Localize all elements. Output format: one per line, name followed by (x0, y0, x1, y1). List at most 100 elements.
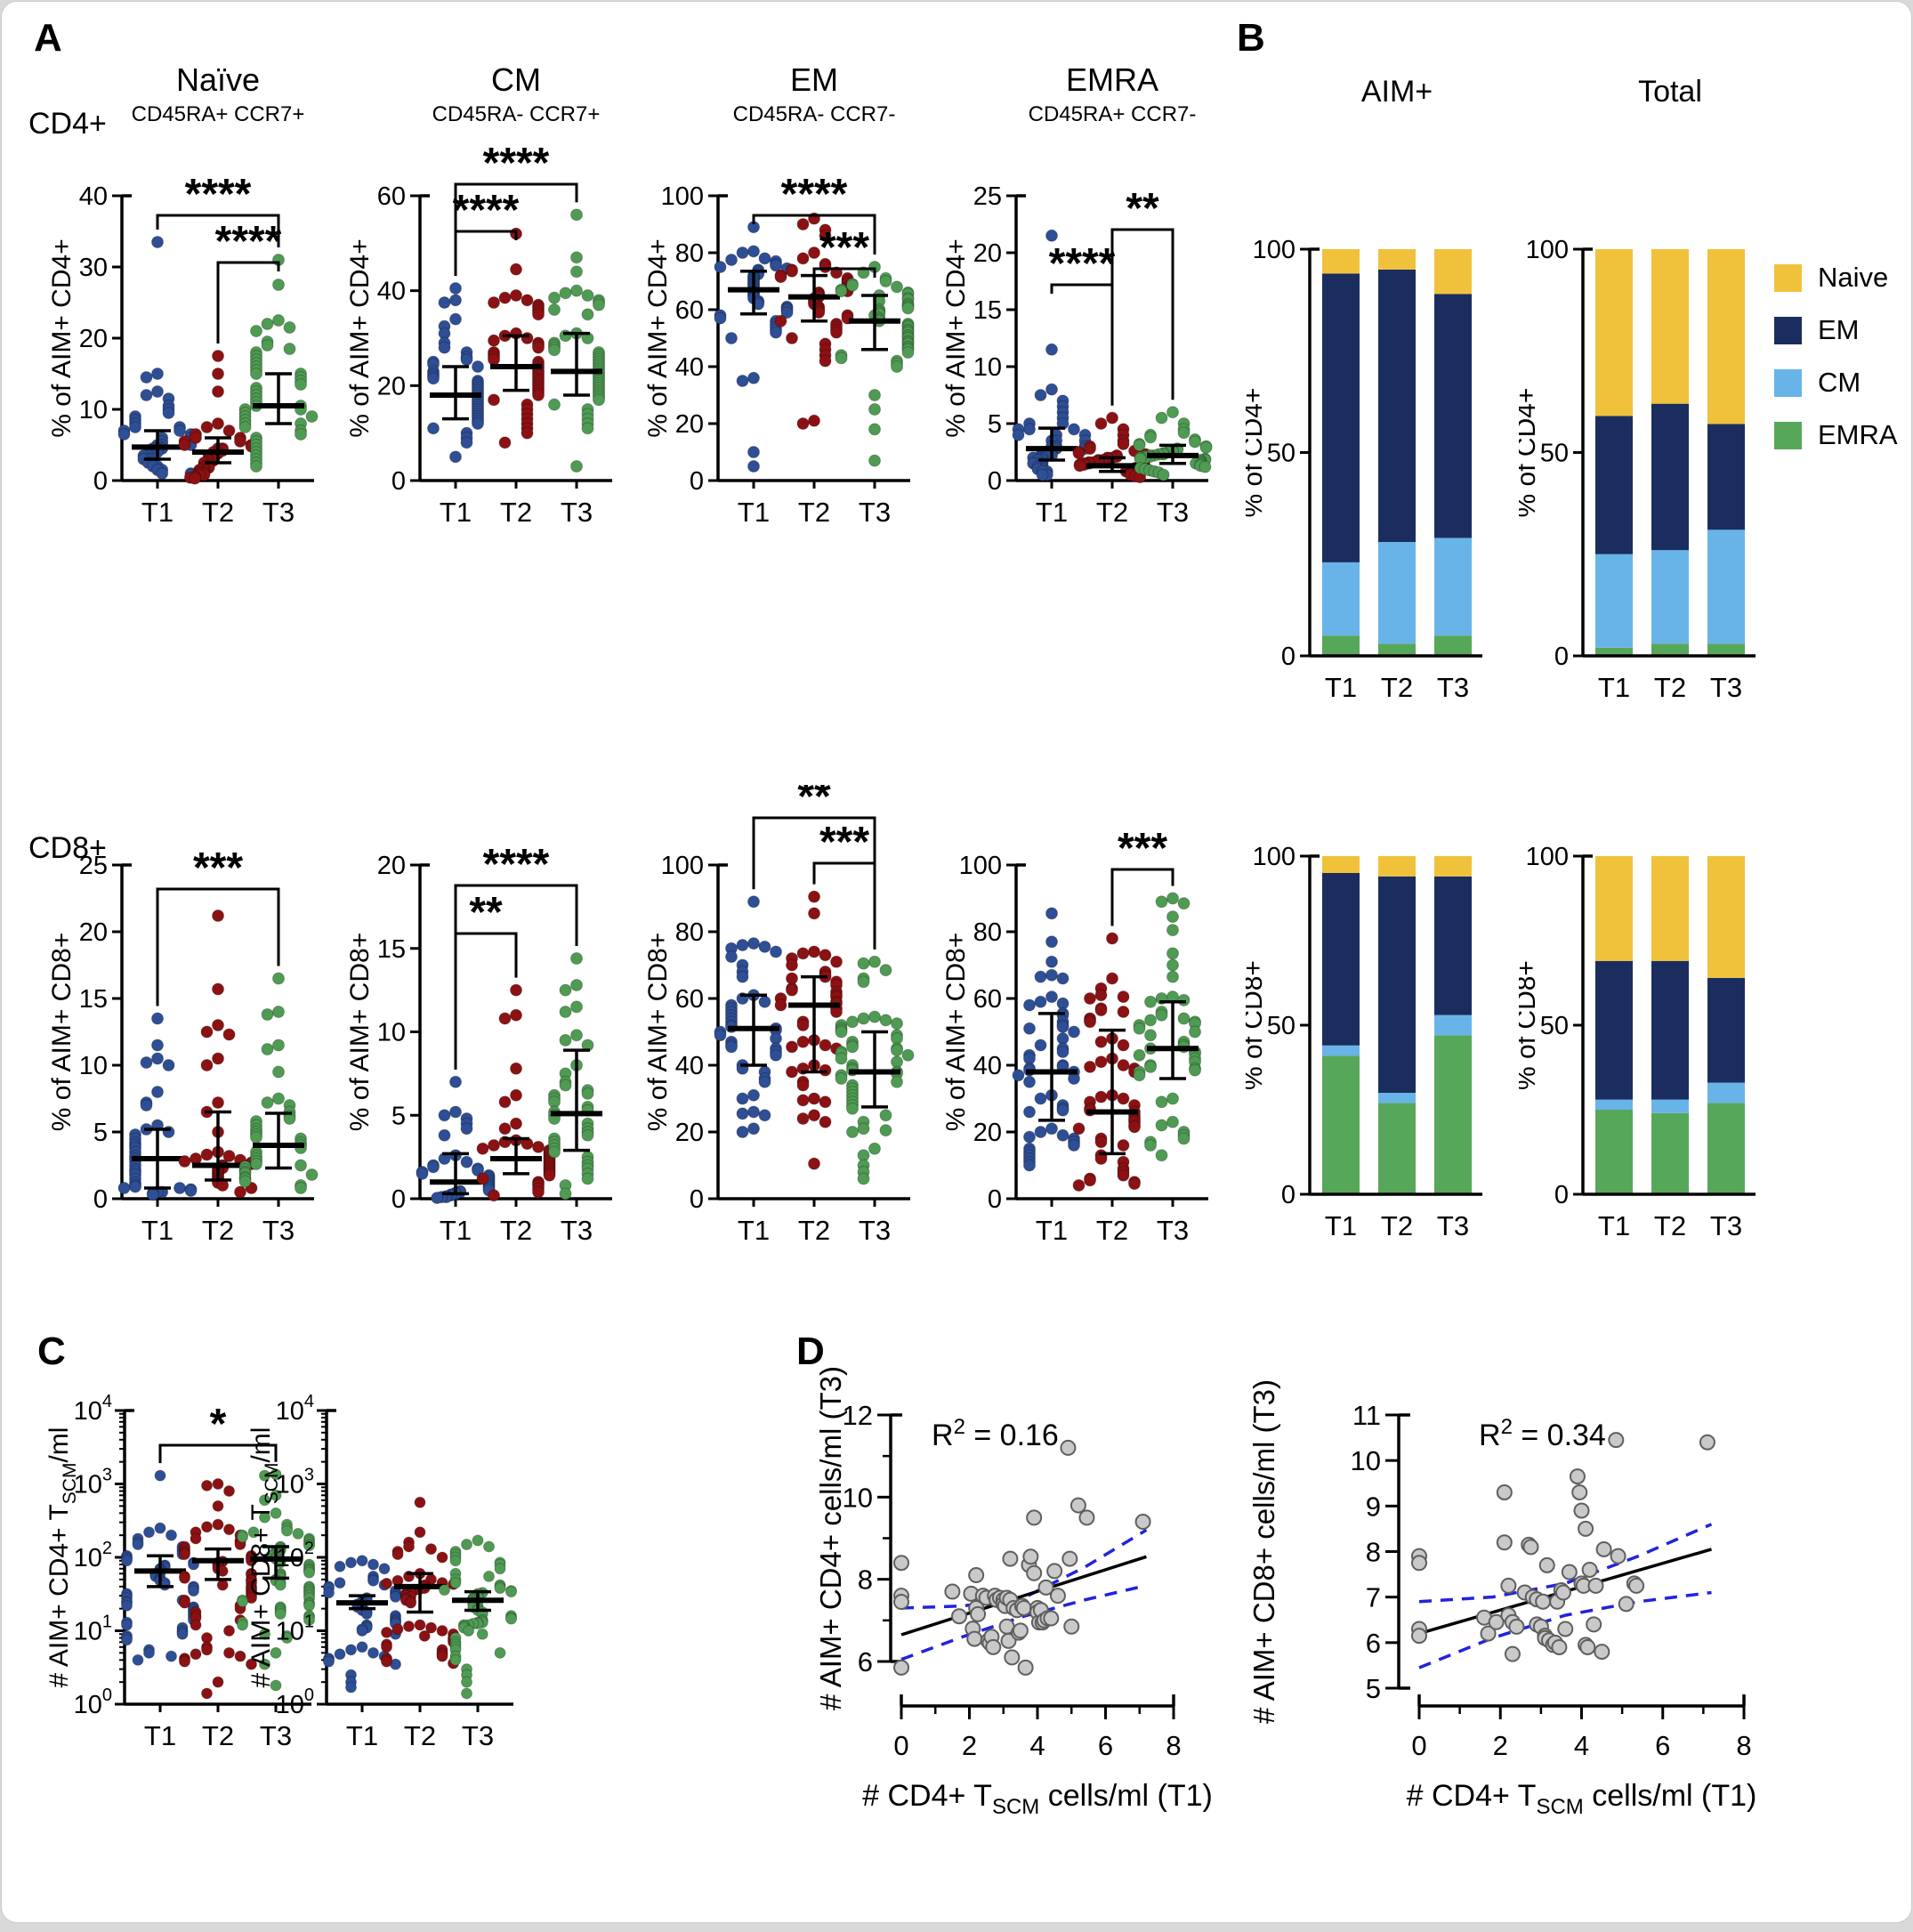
significance-stars: **** (781, 171, 848, 218)
panel-a-label: A (34, 16, 62, 60)
svg-text:T1: T1 (1598, 672, 1630, 703)
svg-text:103: 103 (276, 1466, 314, 1500)
svg-text:40: 40 (675, 1052, 704, 1080)
stacked-title-total: Total (1638, 75, 1702, 109)
x-tick-label: T1 (440, 1215, 472, 1246)
svg-text:10: 10 (79, 1052, 108, 1080)
legend-label: Naive (1818, 262, 1889, 293)
bar-segment-EM (1707, 977, 1745, 1083)
svg-text:2: 2 (962, 1730, 977, 1761)
dots-cm_cd4-T1 (427, 282, 484, 464)
bar-segment-EM (1651, 403, 1689, 551)
svg-text:8: 8 (858, 1564, 873, 1596)
stackedbar-b_cd4_aim: 0 50 100 % of CD4+ T1 T2 T3 (1246, 236, 1482, 703)
svg-text:80: 80 (675, 918, 704, 947)
dotplot-emra_cd4: EMRA CD45RA+ CCR7- 0 5 10 15 20 25 % of AIM+ CD4… (945, 61, 1213, 528)
svg-text:4: 4 (1029, 1730, 1045, 1761)
legend-label: CM (1818, 367, 1861, 398)
legend-swatch (1774, 316, 1802, 344)
bar-segment-EM (1707, 424, 1745, 530)
significance-stars: **** (185, 171, 252, 218)
significance-bracket (752, 214, 876, 255)
svg-text:12: 12 (843, 1400, 873, 1431)
y-axis-label: % of AIM+ CD8+ (647, 933, 673, 1131)
svg-text:T1: T1 (144, 1720, 176, 1751)
svg-text:5: 5 (391, 1102, 406, 1130)
x-tick-label: T3 (561, 497, 593, 528)
x-tick-label: T2 (500, 497, 532, 528)
bar-segment-Naive (1434, 249, 1472, 295)
bar-segment-EM (1322, 273, 1360, 562)
svg-text:40: 40 (79, 182, 108, 211)
svg-text:50: 50 (1540, 440, 1569, 468)
svg-text:80: 80 (675, 239, 704, 268)
svg-text:11: 11 (1352, 1400, 1381, 1431)
svg-text:T2: T2 (1654, 672, 1686, 703)
svg-text:T3: T3 (1437, 672, 1469, 703)
x-axis-label: # CD4+ TSCM cells/ml (T1) (1407, 1779, 1757, 1819)
bar-segment-CM (1707, 1082, 1745, 1103)
svg-text:40: 40 (377, 278, 406, 306)
bar-segment-Naive (1595, 856, 1633, 961)
significance-stars: *** (193, 845, 243, 892)
x-tick-label: T2 (202, 1215, 234, 1246)
dots-em_cd8-T1 (714, 895, 782, 1138)
svg-text:100: 100 (276, 1685, 314, 1719)
significance-stars: ** (469, 889, 503, 936)
y-axis-label: % of CD4+ (1246, 388, 1268, 518)
svg-text:15: 15 (79, 985, 108, 1014)
svg-text:T1: T1 (346, 1720, 378, 1751)
x-tick-label: T3 (859, 1215, 891, 1246)
bar-segment-EM (1434, 876, 1472, 1015)
svg-text:15: 15 (973, 296, 1002, 325)
x-tick-label: T1 (738, 1215, 770, 1246)
y-axis-label: # AIM+ CD4+ cells/ml (T3) (814, 1366, 847, 1710)
bar-segment-EMRA (1707, 1103, 1745, 1194)
bar-segment-EMRA (1378, 643, 1416, 656)
svg-text:0: 0 (690, 467, 704, 496)
legend-swatch (1774, 263, 1802, 292)
significance-stars: *** (819, 819, 869, 866)
bar-segment-EMRA (1595, 1110, 1633, 1194)
svg-text:100: 100 (959, 852, 1002, 880)
svg-text:50: 50 (1267, 440, 1296, 468)
x-tick-label: T2 (1096, 497, 1128, 528)
svg-text:20: 20 (79, 918, 108, 947)
bar-segment-Naive (1322, 249, 1360, 274)
significance-stars: **** (215, 218, 282, 265)
svg-text:T1: T1 (1325, 672, 1357, 703)
significance-stars: ** (1126, 185, 1159, 232)
svg-text:6: 6 (1366, 1628, 1381, 1659)
bar-segment-EMRA (1322, 1055, 1360, 1194)
dots-emra_cd4-T3 (1133, 406, 1213, 481)
bar-segment-CM (1322, 1045, 1360, 1056)
column-title: Naïve (176, 61, 260, 98)
bar-segment-EMRA (1595, 647, 1633, 656)
column-subtitle: CD45RA+ CCR7+ (132, 102, 305, 126)
x-tick-label: T1 (1036, 497, 1068, 528)
column-title: CM (491, 61, 541, 98)
y-axis-label: % of AIM+ CD8+ (51, 933, 77, 1131)
svg-text:60: 60 (675, 296, 704, 325)
x-tick-label: T1 (141, 1215, 174, 1246)
svg-text:T2: T2 (202, 1720, 234, 1751)
svg-text:20: 20 (675, 410, 704, 439)
legend-item-em: EM (1774, 314, 1898, 346)
svg-text:7: 7 (1366, 1582, 1381, 1613)
row-label-cd8: CD8+ (28, 831, 107, 865)
significance-stars: *** (1118, 825, 1167, 872)
y-axis-label: % of AIM+ CD8+ (349, 933, 375, 1131)
significance-bracket (1110, 228, 1174, 406)
column-subtitle: CD45RA- CCR7+ (432, 102, 601, 126)
legend-swatch (1774, 421, 1802, 449)
x-tick-label: T2 (500, 1215, 532, 1246)
svg-text:104: 104 (74, 1392, 112, 1426)
r-squared-label: R2 = 0.16 (932, 1415, 1059, 1452)
significance-stars: **** (453, 187, 520, 234)
y-axis-label: % of AIM+ CD4+ (647, 238, 673, 437)
svg-text:T3: T3 (1437, 1210, 1469, 1241)
significance-stars: *** (819, 224, 869, 271)
x-tick-label: T1 (440, 497, 472, 528)
panel-c-label: C (37, 1330, 66, 1373)
